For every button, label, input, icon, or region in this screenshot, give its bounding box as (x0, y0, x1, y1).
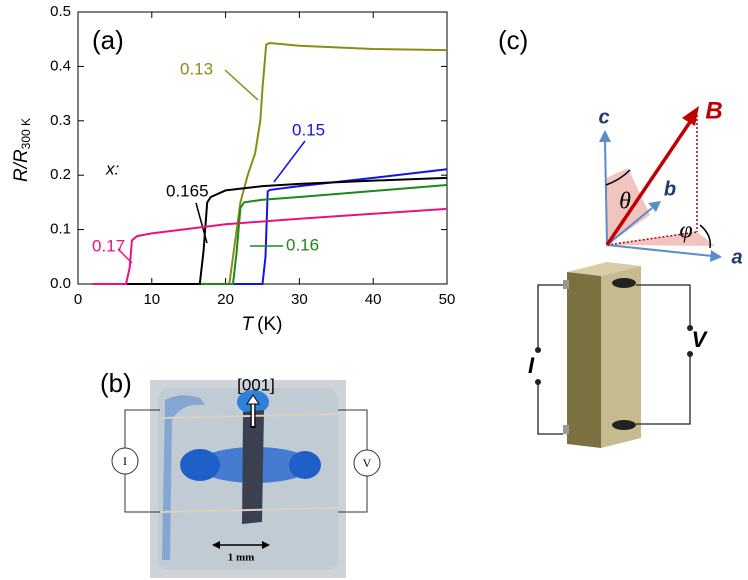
glue (180, 449, 220, 481)
circuit (636, 284, 691, 425)
series-line (92, 168, 448, 285)
scale-label: 1 mm (228, 552, 255, 564)
terminal (687, 325, 693, 331)
angle-label: φ (679, 218, 692, 244)
panel-label: (b) (100, 368, 132, 398)
leader-line (195, 202, 208, 244)
wire (159, 507, 339, 513)
axis-a (606, 244, 713, 257)
plot-frame (77, 11, 448, 285)
x-tick-label: 10 (143, 291, 160, 308)
axis-label: b (664, 178, 676, 200)
arrow-head (648, 201, 661, 212)
panel-label: (c) (498, 25, 528, 55)
y-axis-label: R/R300 K (11, 118, 33, 182)
terminal (535, 347, 541, 353)
x-tick-label: 50 (439, 291, 456, 308)
series-line (92, 184, 448, 285)
x-axis-label: T (K) (242, 314, 283, 335)
terminal (535, 379, 541, 385)
axis-label: a (731, 246, 742, 268)
field-label: B (705, 97, 722, 124)
ammeter (111, 447, 139, 475)
y-tick-label: 0.2 (50, 166, 71, 183)
contact (563, 280, 569, 289)
arrow-head (212, 541, 220, 549)
wire (159, 413, 339, 419)
meter-label: I (123, 454, 127, 468)
photo (150, 380, 346, 578)
series-label: 0.15 (292, 120, 325, 139)
series-label: 0.165 (166, 181, 209, 200)
schematic (535, 106, 722, 448)
voltmeter (353, 449, 381, 477)
glue (162, 395, 205, 560)
terminal (687, 351, 693, 357)
glue (289, 451, 321, 479)
phi-region (607, 232, 715, 246)
sample (242, 410, 264, 524)
circuit (537, 284, 563, 435)
leader-line (117, 248, 133, 264)
box-top (567, 262, 641, 276)
angle-arc (605, 169, 631, 186)
contact (563, 425, 569, 434)
series-label: 0.13 (180, 59, 213, 78)
arrow-head (682, 106, 699, 126)
series-label: 0.16 (286, 235, 319, 254)
y-label-text: R/R (11, 149, 32, 182)
series-line (92, 207, 448, 285)
series-line (92, 41, 448, 285)
meter-label: V (363, 456, 372, 470)
box-side (601, 266, 641, 448)
series-line (92, 176, 448, 285)
axis-b (606, 207, 653, 246)
arrow-head (246, 394, 260, 405)
angle-label: θ (619, 189, 631, 215)
x-tick-label: 30 (291, 291, 308, 308)
y-tick-label: 0.3 (50, 112, 71, 129)
voltage-label: V (692, 327, 709, 352)
projection (606, 231, 698, 246)
y-tick-label: 0.4 (50, 57, 71, 74)
angle-arc (699, 224, 712, 249)
leader-line (273, 140, 306, 183)
arrow-head (262, 541, 270, 549)
box-front (567, 272, 601, 448)
axis-label: c (598, 106, 609, 128)
y-tick-label: 0.1 (50, 221, 71, 238)
y-tick-label: 0.0 (50, 275, 71, 292)
arrow-head (599, 130, 611, 142)
direction-label: [001] (237, 375, 275, 394)
current-label: I (528, 353, 535, 378)
x-tick-label: 40 (365, 291, 382, 308)
theta-region (606, 168, 650, 245)
x-tick-label: 0 (74, 291, 82, 308)
x-label-text: T (242, 314, 255, 335)
leader-line (224, 69, 259, 101)
panel-label: (a) (92, 25, 124, 55)
x-tick-label: 20 (217, 291, 234, 308)
arrow-head (710, 250, 722, 262)
contact (612, 278, 636, 288)
x-label-unit: (K) (257, 314, 282, 335)
series-label: 0.17 (92, 236, 125, 255)
y-label-sub: 300 K (19, 118, 33, 149)
axis-c (604, 139, 608, 246)
contact (612, 420, 636, 430)
y-tick-label: 0.5 (50, 3, 71, 20)
field-vector (605, 121, 692, 246)
annotation: x: (105, 159, 120, 178)
